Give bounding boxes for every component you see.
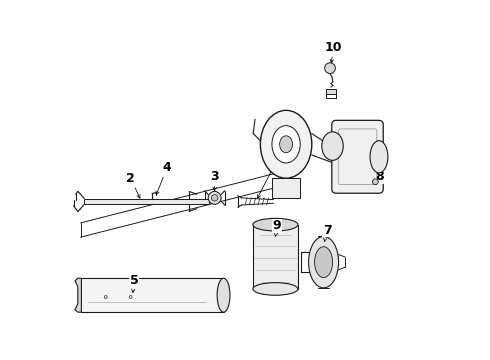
Text: 7: 7	[323, 224, 332, 242]
Polygon shape	[75, 278, 81, 312]
Text: 10: 10	[325, 41, 343, 63]
Circle shape	[372, 179, 378, 185]
Ellipse shape	[280, 136, 293, 153]
Bar	[81, 278, 223, 312]
Text: 5: 5	[130, 274, 139, 292]
Circle shape	[104, 296, 107, 298]
Text: 2: 2	[126, 172, 140, 198]
Ellipse shape	[260, 111, 312, 178]
Circle shape	[208, 192, 221, 204]
Ellipse shape	[253, 283, 298, 295]
Bar	[253, 225, 298, 289]
Ellipse shape	[315, 247, 333, 278]
Text: 4: 4	[156, 161, 171, 194]
Ellipse shape	[370, 141, 388, 173]
Ellipse shape	[272, 126, 300, 163]
Text: 8: 8	[376, 167, 384, 183]
Ellipse shape	[253, 219, 298, 231]
Ellipse shape	[322, 132, 343, 160]
Text: 3: 3	[210, 170, 219, 191]
Bar	[272, 178, 300, 198]
FancyBboxPatch shape	[332, 120, 383, 193]
Bar	[84, 199, 209, 204]
Ellipse shape	[309, 237, 339, 288]
Circle shape	[211, 195, 218, 201]
Circle shape	[129, 296, 132, 298]
Circle shape	[325, 63, 335, 73]
Ellipse shape	[217, 278, 230, 312]
Text: 1: 1	[257, 152, 282, 198]
Bar	[326, 89, 336, 94]
Text: 6: 6	[278, 159, 287, 177]
Text: 9: 9	[273, 219, 281, 236]
